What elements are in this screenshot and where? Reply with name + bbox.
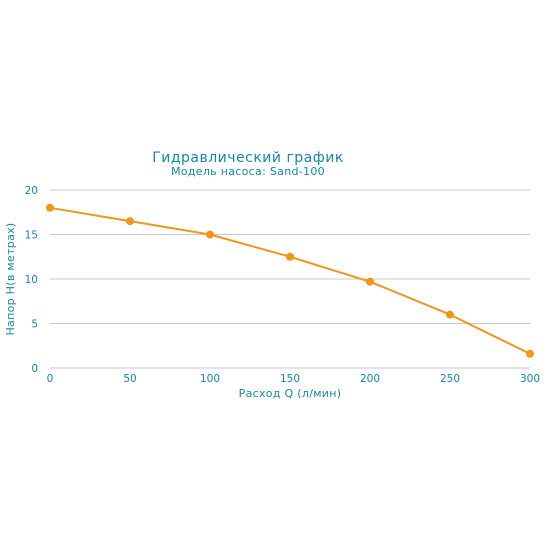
x-tick-label: 0 bbox=[47, 373, 54, 385]
y-tick-label: 10 bbox=[25, 274, 38, 286]
data-point bbox=[286, 252, 294, 261]
x-tick-label: 300 bbox=[520, 373, 540, 385]
data-point bbox=[446, 310, 454, 319]
data-series bbox=[46, 203, 534, 358]
data-point bbox=[126, 217, 134, 226]
grid-lines bbox=[50, 189, 530, 369]
chart-subtitle: Модель насоса: Sand-100 bbox=[171, 165, 325, 178]
y-tick-label: 5 bbox=[31, 319, 38, 331]
x-tick-label: 50 bbox=[123, 373, 136, 385]
data-point bbox=[46, 203, 54, 212]
data-point bbox=[206, 230, 214, 239]
x-tick-labels: 0 50 100 150 200 250 300 bbox=[47, 373, 540, 385]
x-axis-label: Расход Q (л/мин) bbox=[239, 387, 342, 400]
chart-title: Гидравлический график bbox=[152, 150, 344, 166]
y-axis-label: Напор H(в метрах) bbox=[4, 222, 17, 335]
x-tick-label: 250 bbox=[440, 373, 460, 385]
y-tick-labels: 0 5 10 15 20 bbox=[25, 185, 38, 375]
y-tick-label: 20 bbox=[25, 185, 38, 197]
y-tick-label: 0 bbox=[31, 363, 38, 375]
x-tick-label: 100 bbox=[200, 373, 220, 385]
series-line bbox=[49, 206, 531, 355]
y-tick-label: 15 bbox=[25, 230, 38, 242]
x-tick-label: 200 bbox=[360, 373, 380, 385]
data-point bbox=[366, 277, 374, 286]
data-point bbox=[526, 349, 534, 358]
x-tick-label: 150 bbox=[280, 373, 300, 385]
